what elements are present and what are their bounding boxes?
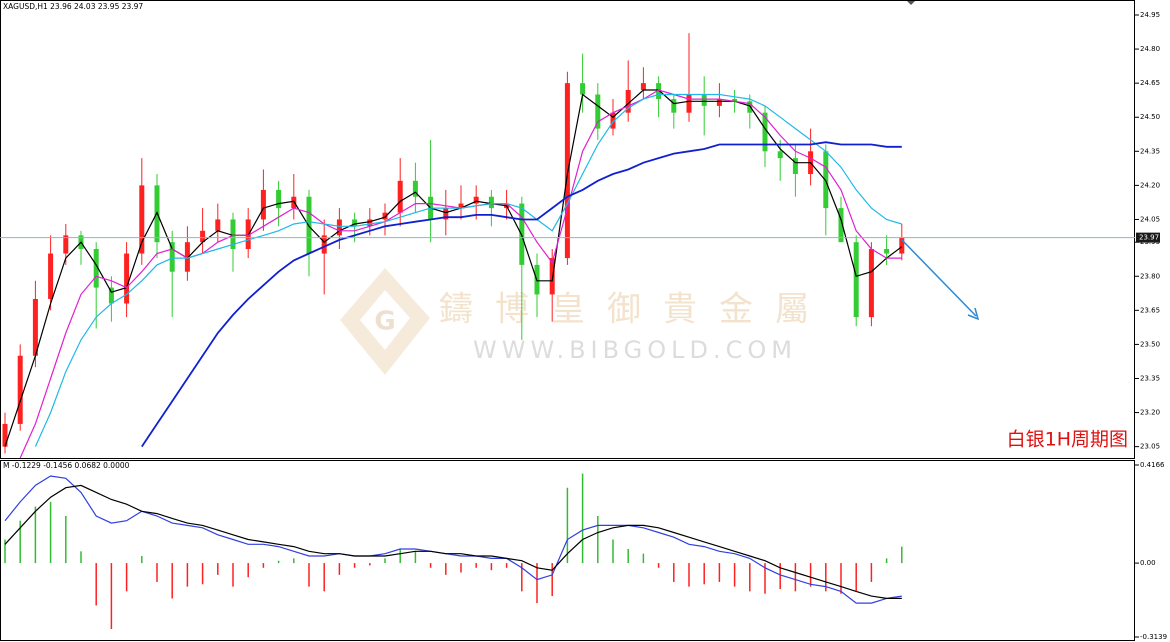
main-title: XAGUSD,H1 23.96 24.03 23.95 23.97 xyxy=(3,2,143,11)
candle-body xyxy=(792,158,798,175)
candle-body xyxy=(640,83,646,90)
candle-body xyxy=(352,219,358,227)
logo-inner xyxy=(360,290,410,350)
candle-body xyxy=(473,196,479,204)
candle-body xyxy=(747,101,753,113)
candle-body xyxy=(412,180,418,197)
candle-body xyxy=(716,99,722,106)
candle-body xyxy=(488,196,494,209)
candle-body xyxy=(884,248,890,254)
candle-body xyxy=(397,180,403,213)
candle-body xyxy=(63,235,69,254)
candle-body xyxy=(732,99,738,102)
candle-body xyxy=(139,185,145,254)
macd-frame xyxy=(0,460,1135,641)
y-tick-label: 23.80 xyxy=(1140,272,1160,280)
candle-body xyxy=(549,258,555,295)
y-tick-label: 24.50 xyxy=(1140,113,1160,121)
indicator-line xyxy=(4,89,903,447)
shift-marker xyxy=(907,1,915,5)
indicator-line xyxy=(4,484,902,599)
macd-title: M -0.1229 -0.1456 0.0682 0.0000 xyxy=(3,461,130,470)
candle-body xyxy=(108,287,114,304)
price-label: 23.97 xyxy=(1139,234,1159,242)
candle-body xyxy=(260,189,266,220)
y-tick-label: 23.20 xyxy=(1140,409,1160,417)
candle-body xyxy=(184,242,190,272)
candle-body xyxy=(32,298,38,356)
forecast-arrow xyxy=(901,239,977,317)
candle-body xyxy=(17,355,23,424)
candle-body xyxy=(686,94,692,113)
candle-body xyxy=(899,237,905,254)
candle-body xyxy=(762,112,768,152)
candle-body xyxy=(868,248,874,318)
candle-body xyxy=(367,219,373,227)
candle-body xyxy=(215,219,221,231)
candle-body xyxy=(2,423,8,447)
candle-body xyxy=(443,208,449,220)
candle-body xyxy=(48,253,54,299)
candle-body xyxy=(169,242,175,272)
watermark-logo: G xyxy=(340,268,430,375)
candle-body xyxy=(200,230,206,243)
y-tick-label: 23.50 xyxy=(1140,340,1160,348)
candle-body xyxy=(321,235,327,254)
candle-body xyxy=(306,196,312,254)
watermark-cn: 鑄博皇御貴金屬 xyxy=(439,290,831,330)
y-tick-label: -0.3139 xyxy=(1140,633,1167,641)
candle-body xyxy=(458,203,464,209)
candle-body xyxy=(823,151,829,209)
y-tick-label: 0.00 xyxy=(1140,559,1156,567)
candle-body xyxy=(671,99,677,113)
candle-body xyxy=(336,219,342,236)
y-tick-label: 24.05 xyxy=(1140,215,1160,223)
indicator-line xyxy=(4,475,902,604)
y-tick-label: 24.65 xyxy=(1140,79,1160,87)
y-tick-label: 23.05 xyxy=(1140,443,1160,451)
logo-diamond xyxy=(340,268,430,375)
candle-body xyxy=(580,83,586,95)
y-tick-label: 24.80 xyxy=(1140,45,1160,53)
logo-letter: G xyxy=(374,307,395,337)
candle-body xyxy=(777,151,783,159)
candle-body xyxy=(276,189,282,209)
y-tick-label: 24.20 xyxy=(1140,181,1160,189)
price-label-box xyxy=(1136,232,1160,243)
candle-body xyxy=(610,112,616,129)
candle-body xyxy=(382,212,388,220)
y-tick-label: 0.4166 xyxy=(1140,461,1165,469)
indicator-line xyxy=(141,141,902,448)
candle-body xyxy=(564,83,570,259)
y-tick-label: 23.35 xyxy=(1140,374,1160,382)
annotation: 白银1H周期图 xyxy=(1007,429,1128,451)
candle-body xyxy=(124,253,130,304)
watermark-url: WWW.BIBGOLD.COM xyxy=(473,336,797,364)
candle-body xyxy=(230,219,236,249)
candle-body xyxy=(853,242,859,318)
candle-body xyxy=(656,83,662,100)
y-tick-label: 24.95 xyxy=(1140,11,1160,19)
arrow-head xyxy=(967,307,980,321)
candle-body xyxy=(595,94,601,129)
plot-layer: 24.9524.8024.6524.5024.3524.2024.0523.95… xyxy=(0,11,1167,641)
y-tick-label: 24.35 xyxy=(1140,147,1160,155)
main-frame xyxy=(0,0,1135,459)
candle-body xyxy=(93,248,99,288)
indicator-line xyxy=(34,93,902,447)
candle-body xyxy=(838,208,844,243)
candle-body xyxy=(625,89,631,113)
candle-body xyxy=(701,94,707,106)
y-tick-label: 23.65 xyxy=(1140,306,1160,314)
